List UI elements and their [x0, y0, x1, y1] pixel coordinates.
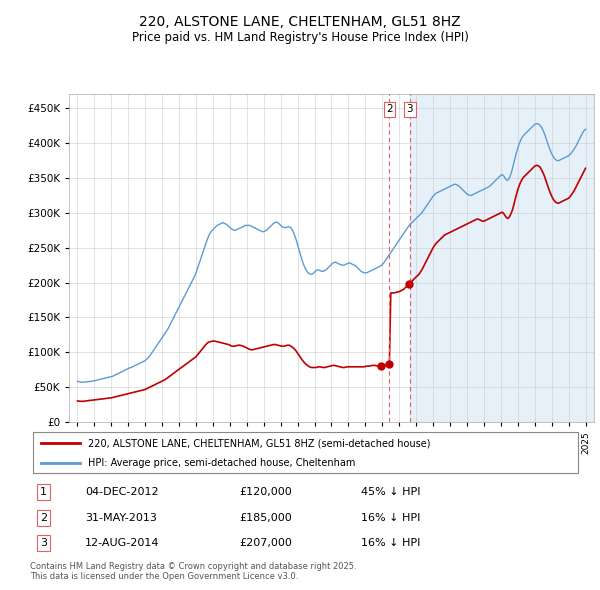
Text: 31-MAY-2013: 31-MAY-2013 [85, 513, 157, 523]
Text: 1: 1 [40, 487, 47, 497]
Text: Price paid vs. HM Land Registry's House Price Index (HPI): Price paid vs. HM Land Registry's House … [131, 31, 469, 44]
Text: 2: 2 [40, 513, 47, 523]
Text: Contains HM Land Registry data © Crown copyright and database right 2025.: Contains HM Land Registry data © Crown c… [30, 562, 356, 571]
Text: 3: 3 [40, 538, 47, 548]
Text: 45% ↓ HPI: 45% ↓ HPI [361, 487, 421, 497]
Text: 3: 3 [406, 104, 413, 114]
FancyBboxPatch shape [33, 432, 578, 473]
Bar [410, 94, 594, 422]
Text: This data is licensed under the Open Government Licence v3.0.: This data is licensed under the Open Gov… [30, 572, 298, 581]
Text: 16% ↓ HPI: 16% ↓ HPI [361, 513, 421, 523]
Text: 220, ALSTONE LANE, CHELTENHAM, GL51 8HZ: 220, ALSTONE LANE, CHELTENHAM, GL51 8HZ [139, 15, 461, 29]
Text: £185,000: £185,000 [240, 513, 293, 523]
Text: 16% ↓ HPI: 16% ↓ HPI [361, 538, 421, 548]
Text: 12-AUG-2014: 12-AUG-2014 [85, 538, 160, 548]
Text: HPI: Average price, semi-detached house, Cheltenham: HPI: Average price, semi-detached house,… [88, 458, 355, 468]
Text: 220, ALSTONE LANE, CHELTENHAM, GL51 8HZ (semi-detached house): 220, ALSTONE LANE, CHELTENHAM, GL51 8HZ … [88, 438, 430, 448]
Text: £207,000: £207,000 [240, 538, 293, 548]
Text: £120,000: £120,000 [240, 487, 293, 497]
Text: 2: 2 [386, 104, 393, 114]
Text: 04-DEC-2012: 04-DEC-2012 [85, 487, 159, 497]
